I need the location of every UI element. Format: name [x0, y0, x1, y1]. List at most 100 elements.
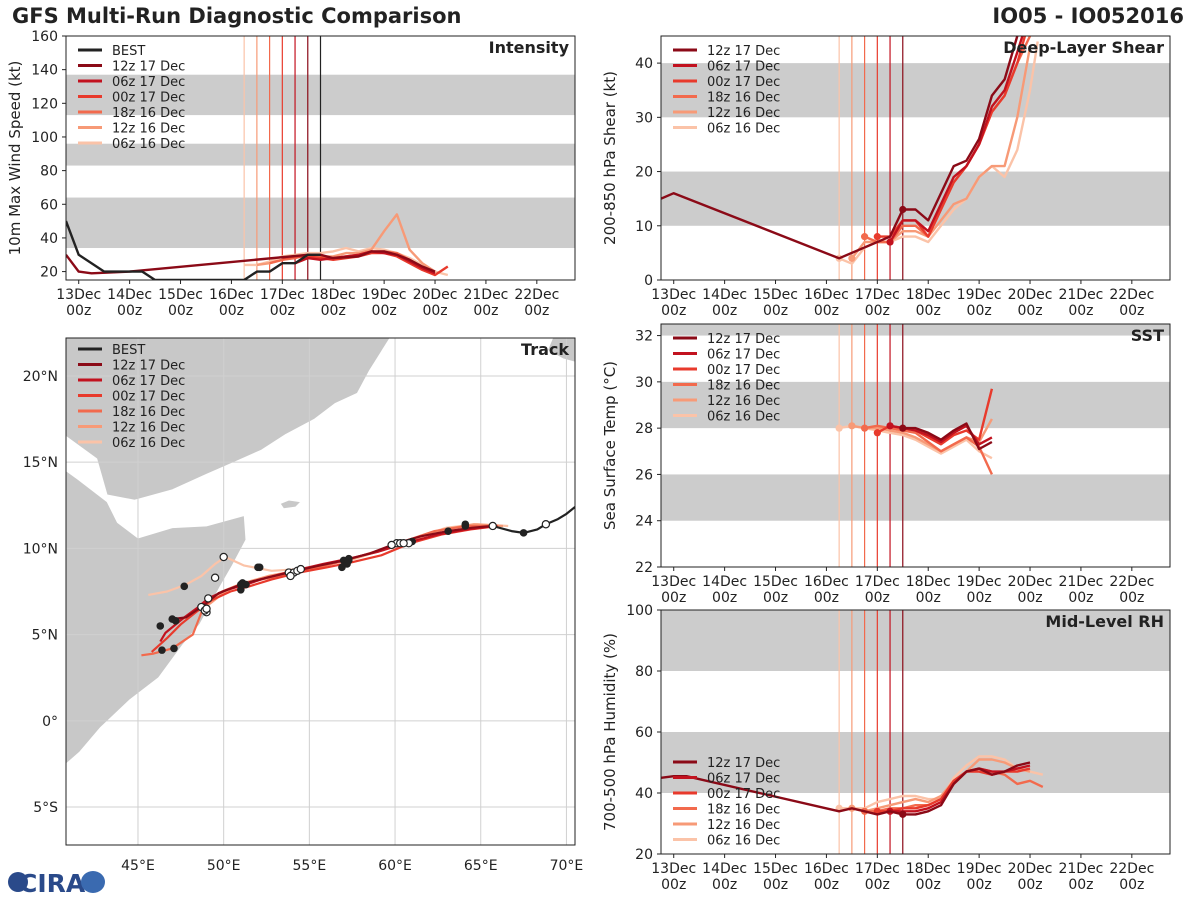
track-ytick-label: 20°N [23, 369, 58, 385]
sst-legend-label: 12z 17 Dec [707, 332, 780, 347]
sst-xtick-date: 16Dec [804, 574, 849, 590]
rh-xtick-hour: 00z [916, 877, 941, 893]
intensity-xtick-date: 20Dec [413, 287, 458, 303]
shear-ytick-label: 20 [635, 165, 653, 181]
shear-legend-label: 00z 17 Dec [707, 75, 780, 90]
intensity-ytick-label: 140 [31, 63, 58, 79]
shear-xtick-date: 13Dec [651, 287, 696, 303]
shear-xtick-date: 21Dec [1058, 287, 1103, 303]
track-marker-filled [158, 646, 166, 654]
sst-ytick-label: 24 [635, 514, 653, 530]
track-xtick-label: 50°E [207, 858, 241, 874]
sst-ytick-label: 28 [635, 421, 653, 437]
track-legend-label: 00z 17 Dec [112, 390, 185, 405]
rh-xtick-date: 19Dec [957, 861, 1002, 877]
track-xtick-label: 60°E [378, 858, 412, 874]
track-marker-open [541, 520, 551, 529]
shear-title: Deep-Layer Shear [1003, 38, 1164, 57]
intensity-xtick-date: 14Dec [107, 287, 152, 303]
intensity-frame [65, 35, 576, 281]
shear-ylabel: 200-850 hPa Shear (kt) [601, 71, 619, 245]
rh-legend-label: 12z 17 Dec [707, 756, 780, 771]
land-india [547, 338, 575, 363]
shear-xtick-hour: 00z [865, 303, 890, 319]
rh-xtick-hour: 00z [1017, 877, 1042, 893]
track-xtick-label: 45°E [121, 858, 155, 874]
rh-xtick-date: 17Dec [855, 861, 900, 877]
track-marker-filled [170, 644, 178, 653]
intensity-ytick-label: 80 [40, 164, 58, 180]
track-marker-filled [171, 617, 180, 625]
shear-xtick-hour: 00z [967, 303, 992, 319]
rh-legend-label: 06z 16 Dec [707, 834, 780, 849]
shear-plot-area [661, 36, 1170, 280]
track-marker-open [399, 539, 408, 548]
shear-series-line [888, 36, 1024, 243]
intensity-xtick-hour: 00z [321, 303, 346, 319]
rh-xtick-hour: 00z [865, 877, 890, 893]
rh-panel: 2040608010013Dec00z14Dec00z15Dec00z16Dec… [601, 603, 1171, 893]
sst-legend-label: 06z 17 Dec [707, 348, 780, 363]
sst-ytick-label: 26 [635, 467, 653, 483]
sst-xtick-date: 22Dec [1109, 574, 1154, 590]
shear-xtick-date: 19Dec [957, 287, 1002, 303]
track-ytick-label: 5°N [32, 628, 58, 644]
shear-ytick-label: 0 [644, 273, 653, 289]
sst-legend-label: 06z 16 Dec [707, 410, 780, 425]
track-marker-open [204, 594, 213, 603]
sst-band [661, 474, 1170, 521]
rh-xtick-hour: 00z [712, 877, 737, 893]
intensity-xtick-date: 15Dec [158, 287, 203, 303]
shear-series-line [661, 36, 1019, 260]
shear-band [661, 63, 1170, 118]
track-marker-filled [156, 622, 165, 630]
sst-xtick-date: 15Dec [753, 574, 798, 590]
land-socotra [279, 499, 302, 510]
track-marker-filled [180, 582, 189, 591]
figure-title: GFS Multi-Run Diagnostic Comparison [12, 4, 462, 28]
intensity-ytick-label: 160 [31, 29, 58, 45]
intensity-panel: 2040608010012014016013Dec00z14Dec00z15De… [6, 29, 576, 319]
sst-init-marker [861, 424, 869, 432]
track-legend-label: 12z 16 Dec [112, 421, 185, 436]
sst-band [661, 324, 1170, 336]
cira-globe-icon [8, 872, 28, 892]
intensity-xtick-hour: 00z [117, 303, 142, 319]
shear-legend-label: 12z 17 Dec [707, 44, 780, 59]
rh-init-marker [899, 810, 907, 818]
rh-band [661, 732, 1170, 793]
sst-ytick-label: 30 [635, 375, 653, 391]
sst-xtick-date: 21Dec [1058, 574, 1103, 590]
rh-series-line [661, 761, 1031, 816]
sst-init-marker [835, 424, 843, 432]
shear-xtick-date: 22Dec [1109, 287, 1154, 303]
sst-xtick-date: 17Dec [855, 574, 900, 590]
shear-init-marker [886, 238, 894, 246]
intensity-xtick-hour: 00z [219, 303, 244, 319]
intensity-ylabel: 10m Max Wind Speed (kt) [6, 61, 24, 256]
sst-xtick-hour: 00z [1068, 590, 1093, 606]
track-legend-label: 12z 17 Dec [112, 359, 185, 374]
rh-plot-area [661, 610, 1170, 854]
track-marker-open [219, 552, 228, 562]
intensity-xtick-hour: 00z [168, 303, 193, 319]
intensity-legend-label: 12z 17 Dec [112, 60, 185, 75]
sst-legend-label: 12z 16 Dec [707, 394, 780, 409]
shear-legend-label: 18z 16 Dec [707, 91, 780, 106]
shear-legend-label: 06z 16 Dec [707, 122, 780, 137]
intensity-xtick-hour: 00z [422, 303, 447, 319]
track-line [492, 506, 575, 534]
land-africa [66, 470, 247, 845]
intensity-series-line [66, 250, 436, 275]
sst-xtick-date: 19Dec [957, 574, 1002, 590]
sst-xtick-date: 14Dec [702, 574, 747, 590]
intensity-ytick-label: 120 [31, 96, 58, 112]
intensity-xtick-hour: 00z [372, 303, 397, 319]
noaa-seal-icon [81, 871, 105, 893]
rh-title: Mid-Level RH [1045, 612, 1164, 631]
rh-legend-label: 12z 16 Dec [707, 818, 780, 833]
intensity-ytick-label: 40 [40, 231, 58, 247]
track-legend-label: 18z 16 Dec [112, 405, 185, 420]
sst-xtick-date: 18Dec [906, 574, 951, 590]
rh-xtick-date: 20Dec [1008, 861, 1053, 877]
